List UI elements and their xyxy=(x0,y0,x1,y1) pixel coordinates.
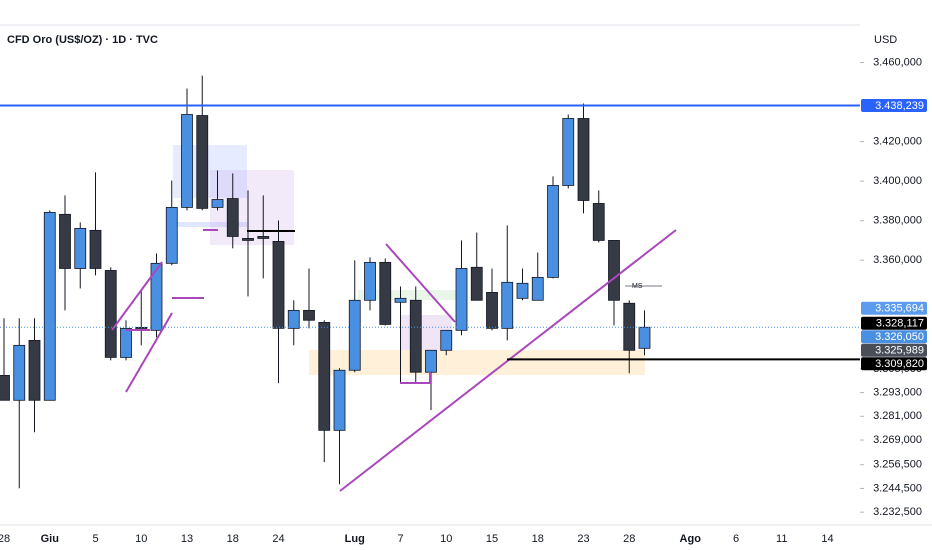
price-tag-label: 3.328,117 xyxy=(876,318,924,330)
trend-line xyxy=(339,229,677,492)
price-tag-label: 3.326,050 xyxy=(875,331,924,343)
y-tick-label: 3.360,000 xyxy=(873,254,922,266)
trend-line xyxy=(400,372,431,384)
x-tick-label: 28 xyxy=(623,533,635,545)
x-tick-label: 13 xyxy=(181,533,193,545)
candle-body xyxy=(440,329,453,351)
candle-body xyxy=(120,327,132,358)
y-tick-label: 3.244,500 xyxy=(873,482,922,494)
price-tag xyxy=(861,357,927,371)
x-tick-label: 14 xyxy=(821,533,833,545)
candle-body xyxy=(74,227,87,269)
price-tag-label: 3.325,989 xyxy=(875,345,924,357)
candle-body xyxy=(577,118,590,201)
zone xyxy=(309,350,645,375)
price-tag xyxy=(861,301,927,315)
candle-body xyxy=(623,302,636,351)
zone xyxy=(358,290,462,300)
candle-body xyxy=(242,238,254,241)
x-tick-label: Giu xyxy=(41,533,59,545)
candle-body xyxy=(13,344,26,401)
candle-body xyxy=(150,262,163,331)
candle-body xyxy=(608,240,620,301)
candle-body xyxy=(59,213,71,269)
chart-title: CFD Oro (US$/OZ) · 1D · TVC xyxy=(7,34,158,46)
x-tick-label: 18 xyxy=(227,533,239,545)
drawings xyxy=(111,229,677,492)
annotation: MS xyxy=(632,283,643,290)
x-tick-label: 7 xyxy=(397,533,403,545)
candle-body xyxy=(394,297,407,303)
price-tag-label: 3.335,694 xyxy=(875,303,924,315)
price-tag xyxy=(861,316,927,330)
y-tick-label: 3.400,000 xyxy=(873,175,922,187)
candle-body xyxy=(592,203,605,241)
x-tick-label: 6 xyxy=(733,533,739,545)
x-tick-label: 11 xyxy=(776,533,787,545)
x-tick-label: 10 xyxy=(440,533,452,545)
candle-body xyxy=(486,291,498,329)
candle-body xyxy=(364,261,376,301)
y-axis-label: USD xyxy=(874,34,897,46)
candle-body xyxy=(28,340,41,401)
candle-body xyxy=(257,236,270,239)
price-tag xyxy=(861,343,927,357)
candle-body xyxy=(165,207,178,264)
y-tick-label: 3.269,000 xyxy=(873,434,922,446)
candle-body xyxy=(272,241,285,329)
zone xyxy=(173,222,247,227)
y-tick-label: 3.232,500 xyxy=(873,506,922,518)
candle-body xyxy=(181,114,193,208)
candle-body xyxy=(287,309,300,329)
y-tick-label: 3.380,000 xyxy=(873,215,922,227)
trend-line xyxy=(111,261,163,331)
candle-body xyxy=(501,281,514,329)
candle-body xyxy=(196,115,209,209)
x-tick-label: Lug xyxy=(345,533,365,545)
x-tick-label: 28 xyxy=(0,533,10,545)
candle-body xyxy=(104,270,117,358)
candle-body xyxy=(303,309,315,321)
y-tick-label: 3.460,000 xyxy=(873,56,922,68)
x-tick-label: 10 xyxy=(135,533,147,545)
x-tick-label: 23 xyxy=(577,533,589,545)
y-tick-label: 3.293,000 xyxy=(873,386,922,398)
price-tag-label: 3.309,820 xyxy=(875,358,924,370)
trend-line xyxy=(385,243,456,323)
x-tick-label: 5 xyxy=(92,533,98,545)
candle-body xyxy=(43,211,56,401)
candle-body xyxy=(0,374,10,401)
candle-body xyxy=(425,349,437,373)
x-tick-label: 18 xyxy=(532,533,544,545)
candle-body xyxy=(226,198,239,237)
candle-body xyxy=(318,322,331,431)
price-tag xyxy=(861,99,927,113)
candle-body xyxy=(379,261,392,325)
x-tick-label: Ago xyxy=(680,533,702,545)
candle-body xyxy=(211,199,224,208)
candle-body xyxy=(547,185,559,278)
x-tick-label: 24 xyxy=(272,533,284,545)
y-tick-label: 3.281,000 xyxy=(873,410,922,422)
candle-body xyxy=(470,266,483,301)
y-tick-label: 3.420,000 xyxy=(873,136,922,148)
candle-body xyxy=(455,268,468,331)
candle-body xyxy=(638,326,651,349)
candle-body xyxy=(531,276,544,301)
trend-line xyxy=(125,312,173,393)
y-tick-label: 3.256,500 xyxy=(873,459,922,471)
candle-body xyxy=(89,229,102,269)
candle-body xyxy=(348,299,361,371)
candle-body xyxy=(409,299,422,373)
candle-body xyxy=(516,282,529,299)
x-tick-label: 15 xyxy=(486,533,498,545)
price-tag-label: 3.438,239 xyxy=(875,100,924,112)
candle-body xyxy=(562,118,575,186)
zone xyxy=(210,170,294,245)
price-tag xyxy=(861,330,927,344)
candle-body xyxy=(333,369,346,431)
